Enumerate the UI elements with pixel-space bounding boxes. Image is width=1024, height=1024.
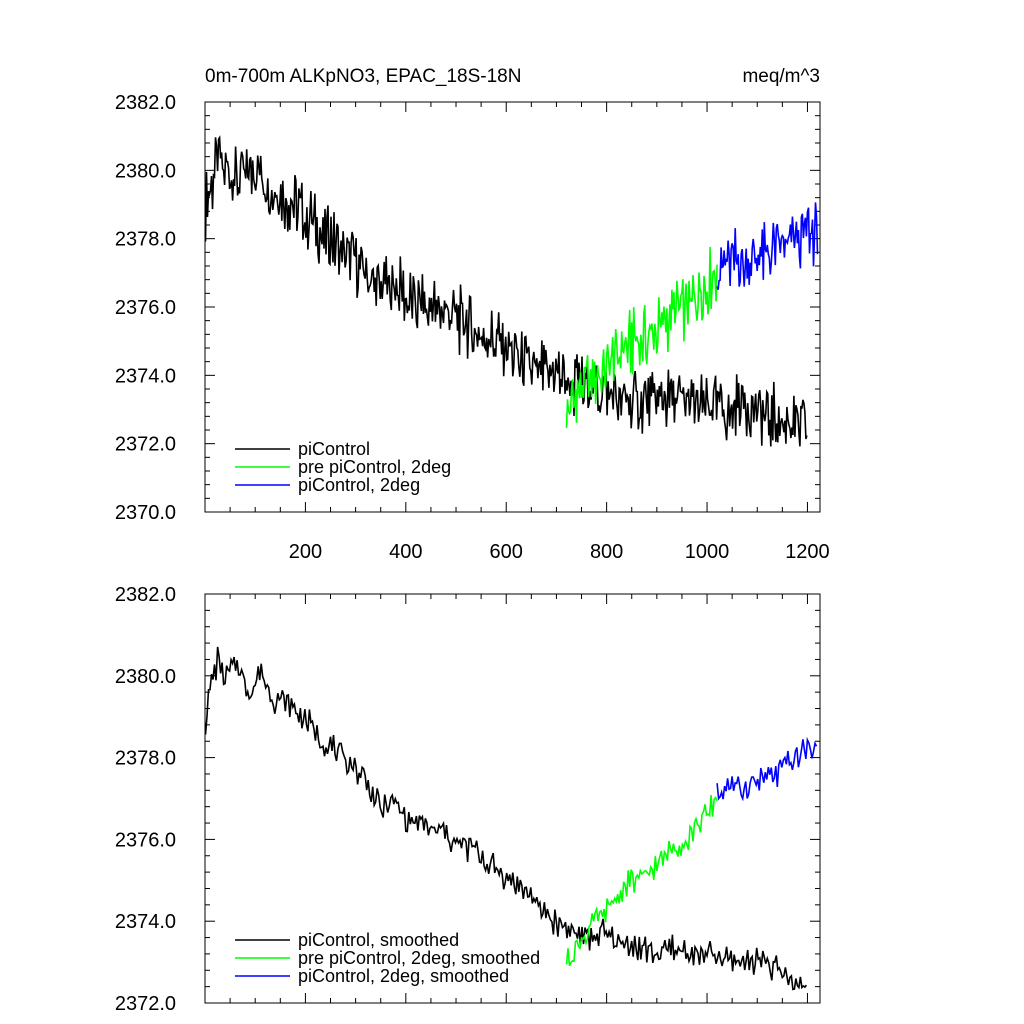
- legend-label-1: pre piControl, 2deg, smoothed: [298, 948, 540, 968]
- x-tick-label: 200: [289, 541, 322, 563]
- x-tick-label: 1000: [685, 541, 730, 563]
- y-tick-label: 2378.0: [115, 748, 176, 770]
- y-tick-label: 2376.0: [115, 829, 176, 851]
- panel-units: meq/m^3: [742, 66, 820, 87]
- legend-label-2: piControl, 2deg: [298, 475, 420, 495]
- series-line-2: [716, 736, 818, 802]
- legend-label-2: piControl, 2deg, smoothed: [298, 966, 509, 986]
- series-line-1: [565, 794, 718, 967]
- legend-label-0: piControl, smoothed: [298, 930, 459, 950]
- x-tick-label: 1200: [785, 541, 830, 563]
- series-line-0: [205, 135, 808, 447]
- panel-title: 0m-700m ALKpNO3, EPAC_18S-18N: [205, 66, 521, 87]
- legend-label-1: pre piControl, 2deg: [298, 457, 451, 477]
- x-tick-label: 600: [490, 541, 523, 563]
- y-tick-label: 2382.0: [115, 584, 176, 606]
- y-tick-label: 2372.0: [115, 434, 176, 456]
- series-line-2: [716, 202, 819, 290]
- top-panel: 0m-700m ALKpNO3, EPAC_18S-18N meq/m^3 23…: [115, 66, 830, 563]
- y-tick-label: 2380.0: [115, 666, 176, 688]
- x-tick-label: 800: [590, 541, 623, 563]
- x-tick-label: 400: [389, 541, 422, 563]
- series-line-1: [565, 246, 718, 428]
- legend-label-0: piControl: [298, 439, 370, 459]
- series-line-0: [205, 646, 808, 991]
- y-tick-label: 2372.0: [115, 993, 176, 1015]
- y-tick-label: 2374.0: [115, 365, 176, 387]
- y-tick-label: 2370.0: [115, 502, 176, 524]
- y-tick-label: 2376.0: [115, 297, 176, 319]
- y-tick-label: 2378.0: [115, 229, 176, 251]
- plot-frame: [204, 593, 821, 1004]
- y-tick-label: 2374.0: [115, 911, 176, 933]
- bottom-panel: 2372.0 2374.0 2376.0 2378.0 2380.0 2382.0 piCo…: [115, 584, 821, 1015]
- y-tick-label: 2380.0: [115, 160, 176, 182]
- y-tick-label: 2382.0: [115, 92, 176, 114]
